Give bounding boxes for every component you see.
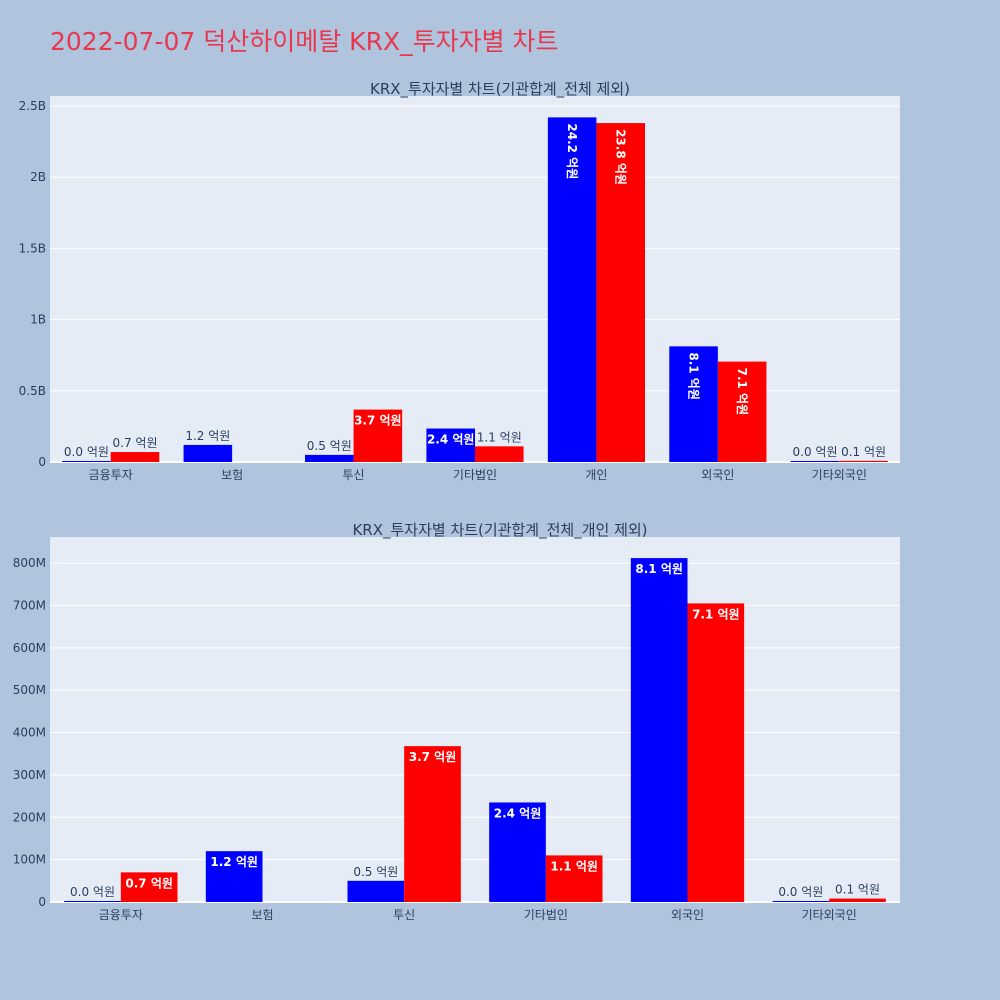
data-label-0-1-3: 1.1 억원: [477, 430, 522, 444]
y-tick-label-0-4: 2B: [30, 170, 46, 184]
y-tick-label-1-6: 600M: [13, 641, 46, 655]
bar-0-0-1: [183, 444, 233, 462]
data-label-1-0-2: 0.5 억원: [353, 865, 398, 879]
bar-0-0-0: [62, 461, 111, 462]
data-label-0-0-1: 1.2 억원: [185, 429, 230, 443]
data-label-1-0-0: 0.0 억원: [70, 885, 115, 899]
bar-1-1-2: [404, 746, 461, 902]
bar-1-0-1: [205, 851, 263, 902]
x-tick-label-0-1: 보험: [221, 468, 243, 482]
x-tick-label-1-5: 기타외국인: [802, 908, 857, 922]
y-tick-label-0-1: 0.5B: [19, 384, 46, 398]
data-label-0-0-3: 2.4 억원: [427, 433, 475, 447]
data-label-0-1-2: 3.7 억원: [354, 414, 402, 428]
data-label-0-1-4: 23.8 억원: [614, 129, 628, 185]
bar-0-0-5: [669, 346, 718, 462]
x-tick-label-0-6: 기타외국인: [812, 468, 867, 482]
x-tick-label-1-3: 기타법인: [524, 908, 568, 922]
bar-0-0-6: [790, 461, 840, 462]
y-tick-label-1-8: 800M: [13, 556, 46, 570]
bar-0-0-3: [426, 428, 475, 462]
plot-area-1: [50, 537, 900, 902]
data-label-0-1-0: 0.7 억원: [113, 436, 158, 450]
x-tick-label-0-3: 기타법인: [453, 468, 497, 482]
data-label-1-0-1: 1.2 억원: [210, 855, 258, 869]
x-tick-label-0-4: 개인: [585, 468, 607, 482]
x-tick-label-0-2: 투신: [343, 468, 365, 482]
bar-0-1-3: [475, 446, 524, 462]
bar-1-1-5: [829, 898, 886, 902]
bar-0-1-4: [596, 123, 645, 462]
x-tick-label-1-4: 외국인: [671, 908, 704, 922]
bar-0-1-2: [353, 409, 403, 462]
data-label-1-1-4: 7.1 억원: [692, 607, 740, 621]
data-label-0-0-6: 0.0 억원: [793, 445, 838, 459]
bar-0-1-5: [717, 361, 767, 462]
x-tick-label-1-1: 보험: [251, 908, 273, 922]
y-tick-label-1-4: 400M: [13, 726, 46, 740]
data-label-1-1-0: 0.7 억원: [125, 876, 173, 890]
y-tick-label-1-1: 100M: [13, 853, 46, 867]
bar-1-0-0: [64, 901, 121, 902]
bar-1-0-4: [630, 558, 688, 902]
chart-top: KRX_투자자별 차트(기관합계_전체 제외) 0 0.5B 1B 1.5B 2B 2.5B…: [19, 80, 900, 482]
x-tick-label-1-2: 투신: [393, 908, 415, 922]
data-label-1-0-5: 0.0 억원: [778, 885, 823, 899]
x-tick-label-0-0: 금융투자: [89, 468, 133, 482]
y-tick-label-0-2: 1B: [30, 313, 46, 327]
data-label-0-0-2: 0.5 억원: [307, 439, 352, 453]
data-label-0-1-5: 7.1 억원: [735, 368, 749, 416]
bar-1-0-5: [772, 901, 830, 902]
bar-0-0-4: [547, 117, 597, 462]
bar-1-1-4: [687, 603, 745, 902]
y-tick-label-0-3: 1.5B: [19, 241, 46, 255]
bar-1-1-0: [120, 872, 178, 902]
y-tick-label-0-5: 2.5B: [19, 99, 46, 113]
chart-title-1: KRX_투자자별 차트(기관합계_전체_개인 제외): [352, 521, 647, 540]
data-label-0-1-6: 0.1 억원: [841, 445, 886, 459]
data-label-1-1-3: 1.1 억원: [550, 859, 598, 873]
y-tick-label-1-7: 700M: [13, 599, 46, 613]
x-tick-label-0-5: 외국인: [701, 468, 734, 482]
bar-1-1-3: [545, 855, 603, 902]
data-label-0-0-4: 24.2 억원: [565, 123, 579, 179]
y-tick-label-0-0: 0: [38, 455, 46, 469]
data-label-1-0-3: 2.4 억원: [494, 806, 542, 820]
y-tick-label-1-0: 0: [38, 895, 46, 909]
data-label-1-0-4: 8.1 억원: [635, 562, 683, 576]
y-tick-label-1-2: 200M: [13, 810, 46, 824]
bar-1-0-3: [489, 802, 546, 902]
data-label-0-0-5: 8.1 억원: [687, 352, 701, 400]
bar-0-1-6: [839, 460, 888, 462]
y-tick-label-1-3: 300M: [13, 768, 46, 782]
bar-0-0-2: [305, 454, 354, 462]
bar-0-1-0: [110, 452, 160, 462]
bar-1-0-2: [347, 880, 405, 902]
y-tick-label-1-5: 500M: [13, 683, 46, 697]
chart-title-0: KRX_투자자별 차트(기관합계_전체 제외): [370, 80, 630, 99]
page-title: 2022-07-07 덕산하이메탈 KRX_투자자별 차트: [50, 27, 559, 56]
x-tick-label-1-0: 금융투자: [99, 908, 143, 922]
data-label-0-0-0: 0.0 억원: [64, 445, 109, 459]
data-label-1-1-5: 0.1 억원: [835, 883, 880, 897]
data-label-1-1-2: 3.7 억원: [409, 750, 457, 764]
